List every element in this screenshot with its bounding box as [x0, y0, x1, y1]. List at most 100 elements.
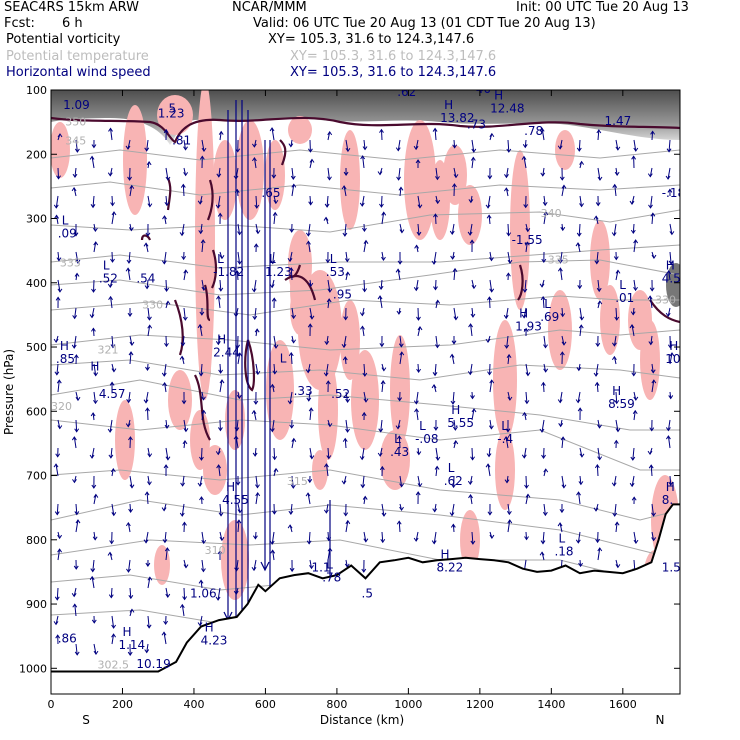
wind-vector	[111, 251, 114, 263]
wind-vector	[651, 503, 655, 516]
wind-vector	[309, 559, 313, 569]
extremum-value: .86	[58, 631, 77, 645]
wind-arrowhead	[416, 451, 422, 456]
wind-arrowhead	[666, 148, 672, 153]
wind-vector	[489, 251, 492, 261]
wind-vector	[525, 363, 529, 376]
wind-arrowhead	[595, 202, 601, 207]
wind-vector	[452, 524, 455, 533]
wind-vector	[668, 270, 671, 281]
wind-arrowhead	[451, 484, 456, 489]
extremum-value: 12.48	[490, 101, 524, 115]
wind-arrowhead	[432, 508, 438, 513]
extremum-value: 4.57	[99, 387, 126, 401]
wind-arrowhead	[540, 540, 546, 545]
wind-arrowhead	[147, 316, 152, 321]
wind-arrowhead	[183, 172, 189, 177]
wind-arrowhead	[647, 450, 653, 456]
wind-arrowhead	[161, 260, 167, 265]
wind-arrowhead	[633, 239, 639, 244]
x-end-right-label: N	[656, 713, 665, 727]
pv-blob	[555, 130, 575, 170]
wind-arrowhead	[362, 227, 367, 232]
wind-arrowhead	[217, 212, 223, 217]
wind-vector	[451, 354, 455, 365]
wind-arrowhead	[57, 534, 63, 540]
wind-vector	[218, 464, 221, 477]
wind-vector	[452, 391, 455, 405]
wind-vector	[145, 243, 149, 253]
wind-arrowhead	[183, 146, 188, 151]
wind-arrowhead	[216, 464, 222, 469]
extremum-value: .18	[554, 545, 573, 559]
wind-arrowhead	[471, 408, 477, 413]
wind-arrowhead	[523, 327, 529, 332]
x-end-left-label: S	[82, 713, 90, 727]
wind-vector	[147, 615, 150, 628]
wind-arrowhead	[469, 239, 475, 244]
wind-arrowhead	[125, 267, 131, 272]
wind-vector	[577, 531, 581, 543]
wind-arrowhead	[254, 204, 260, 209]
pv-blob	[493, 320, 517, 440]
wind-arrowhead	[125, 521, 131, 527]
wind-arrowhead	[269, 428, 275, 433]
theta-contour	[51, 419, 680, 471]
wind-arrowhead	[128, 594, 134, 600]
wind-arrowhead	[396, 176, 402, 181]
wind-arrowhead	[413, 400, 419, 405]
wind-vector	[543, 503, 546, 516]
wind-arrowhead	[93, 493, 99, 498]
pv-contour-line	[284, 275, 317, 301]
pv-blob	[168, 370, 192, 430]
x-axis-label: Distance (km)	[320, 713, 404, 727]
wind-vector	[201, 139, 205, 152]
wind-vector	[579, 475, 582, 485]
wind-arrowhead	[667, 344, 673, 349]
wind-arrowhead	[110, 344, 116, 349]
wind-arrowhead	[291, 183, 297, 188]
wind-arrowhead	[290, 484, 296, 489]
wind-vector	[489, 380, 493, 393]
wind-arrowhead	[345, 428, 350, 433]
wind-arrowhead	[324, 203, 330, 208]
wind-arrowhead	[253, 243, 259, 248]
wind-vector	[56, 587, 59, 600]
wind-arrowhead	[53, 338, 59, 344]
wind-arrowhead	[323, 509, 329, 514]
wind-arrowhead	[543, 368, 549, 373]
wind-arrowhead	[611, 482, 617, 487]
wind-arrowhead	[89, 454, 95, 459]
wind-vector	[578, 492, 581, 505]
wind-vector	[201, 410, 205, 421]
wind-vector	[397, 269, 401, 281]
wind-arrowhead	[181, 255, 187, 261]
wind-vector	[201, 279, 205, 291]
wind-arrowhead	[164, 547, 170, 552]
wind-vector	[147, 577, 151, 589]
field-pv-name: Potential vorticity	[6, 32, 121, 47]
wind-vector	[507, 251, 511, 264]
theta-label: 302.5	[97, 658, 129, 671]
wind-vector	[417, 475, 421, 487]
pv-blob	[340, 300, 360, 380]
extremum-mark: L	[326, 557, 333, 571]
wind-arrowhead	[287, 524, 293, 529]
wind-arrowhead	[363, 538, 369, 543]
wind-vector	[309, 307, 313, 319]
wind-arrowhead	[74, 651, 80, 656]
wind-arrowhead	[270, 383, 275, 388]
wind-arrowhead	[344, 258, 350, 263]
wind-arrowhead	[597, 456, 603, 461]
wind-vector	[147, 325, 151, 337]
wind-arrowhead	[54, 214, 59, 219]
wind-arrowhead	[362, 288, 368, 293]
wind-arrowhead	[144, 147, 150, 152]
extremum-value: 1.47	[605, 114, 632, 128]
extremum-value: .54	[136, 272, 155, 286]
wind-vector	[165, 195, 168, 206]
field-wind-xy: XY= 105.3, 31.6 to 124.3,147.6	[290, 65, 497, 80]
wind-arrowhead	[218, 130, 224, 135]
extremum-value: 5	[169, 101, 177, 115]
wind-vector	[110, 587, 113, 598]
